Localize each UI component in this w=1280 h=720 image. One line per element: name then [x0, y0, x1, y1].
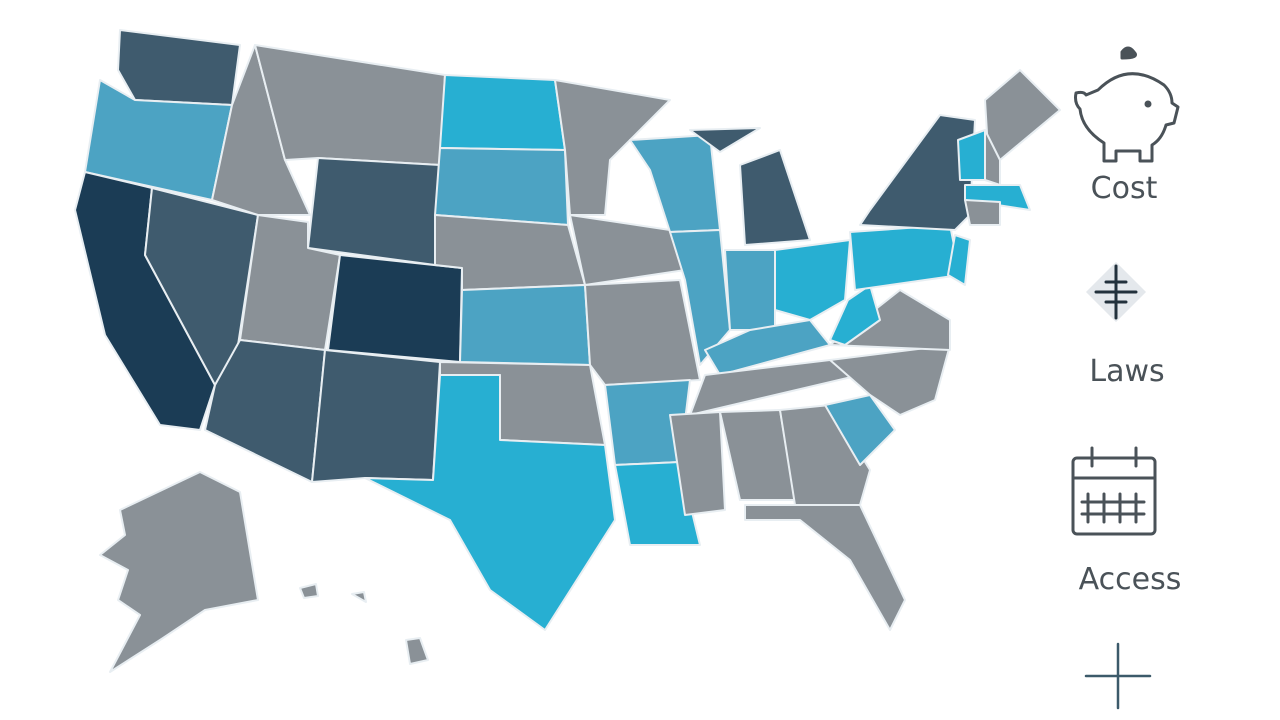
state-shape: [704, 319, 831, 376]
state-shape: [351, 591, 367, 603]
sidebar: Cost Laws Access: [1071, 46, 1182, 710]
state-shape: [779, 404, 871, 506]
state-shape: [254, 44, 446, 166]
cost-icon: [1074, 46, 1180, 163]
sidebar-label: Laws: [1089, 354, 1164, 389]
state-shape: [724, 249, 776, 331]
state-shape: [947, 234, 971, 286]
state-shape: [859, 114, 976, 231]
state-shape: [744, 504, 906, 631]
state-shape: [584, 279, 701, 386]
state-shape: [614, 461, 701, 546]
add-button[interactable]: [1084, 642, 1152, 710]
state-shape: [204, 339, 326, 483]
state-shape: [824, 394, 896, 466]
state-shape: [327, 254, 463, 363]
state-shape: [364, 374, 616, 631]
state-shape: [439, 74, 566, 151]
state-shape: [629, 134, 721, 233]
state-shape: [689, 127, 761, 153]
state-shape: [117, 29, 241, 106]
state-shape: [434, 147, 569, 226]
state-shape: [774, 239, 851, 321]
state-shape: [957, 129, 986, 181]
state-shape: [299, 583, 319, 599]
state-shape: [964, 184, 1031, 211]
laws-icon: [1086, 262, 1146, 322]
state-shape: [964, 199, 1001, 226]
state-shape: [849, 224, 961, 291]
sidebar-label: Access: [1079, 562, 1182, 597]
state-shape: [311, 349, 441, 483]
state-shape: [829, 284, 881, 346]
state-shape: [307, 157, 441, 266]
state-shape: [459, 284, 591, 366]
us-map: [74, 29, 1061, 673]
state-shape: [99, 471, 259, 673]
state-shape: [405, 637, 429, 665]
state-shape: [669, 411, 726, 516]
access-icon: [1071, 446, 1157, 536]
sidebar-label: Cost: [1091, 171, 1158, 206]
state-shape: [554, 79, 671, 216]
state-shape: [739, 149, 811, 246]
state-shape: [984, 69, 1061, 161]
